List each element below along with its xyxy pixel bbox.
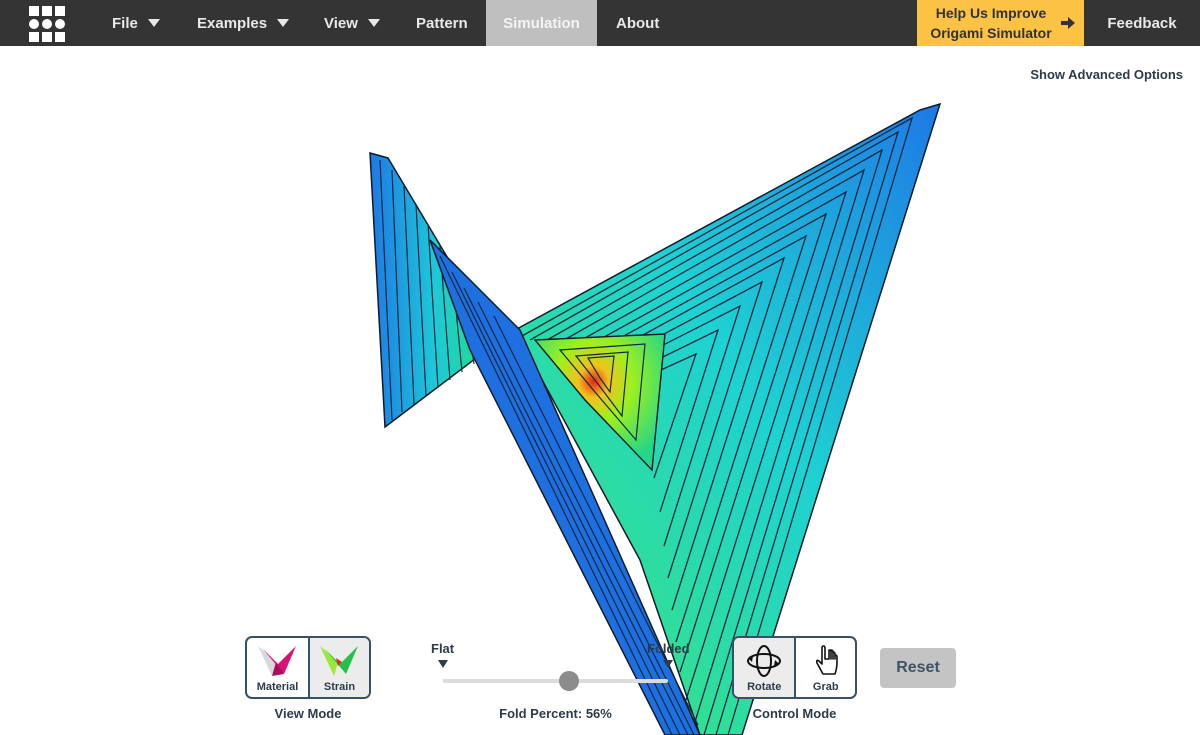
material-fold-icon — [258, 646, 297, 676]
grab-label: Grab — [812, 681, 839, 693]
view-mode-group: Material Strain — [245, 636, 371, 699]
tab-about[interactable]: About — [616, 0, 659, 46]
folded-marker-icon — [663, 660, 673, 668]
help-line-1: Help Us Improve — [935, 5, 1047, 21]
center-band-creases — [439, 255, 699, 735]
menu-view-label: View — [324, 14, 358, 32]
rotate-label: Rotate — [747, 681, 782, 693]
tab-pattern[interactable]: Pattern — [416, 0, 468, 46]
view-mode-label: View Mode — [274, 706, 342, 721]
tab-simulation-label: Simulation — [503, 14, 580, 32]
grab-mode-button[interactable]: Grab — [794, 638, 855, 697]
control-mode-label: Control Mode — [752, 706, 837, 721]
core-creases — [558, 343, 646, 442]
strain-mode-button[interactable]: Strain — [307, 638, 369, 697]
feedback-label: Feedback — [1107, 14, 1177, 32]
fold-percent-slider[interactable] — [443, 671, 668, 691]
show-advanced-options-link[interactable]: Show Advanced Options — [1030, 67, 1183, 82]
strain-fold-icon — [320, 646, 359, 676]
menu-view[interactable]: View — [324, 0, 380, 46]
right-wing-creases — [521, 116, 914, 735]
help-improve-text: Help Us Improve Origami Simulator — [927, 3, 1055, 43]
help-line-2: Origami Simulator — [930, 25, 1052, 41]
tab-about-label: About — [616, 14, 660, 32]
fold-slider-thumb[interactable] — [559, 671, 579, 691]
menu-examples-label: Examples — [197, 14, 268, 32]
menu-examples[interactable]: Examples — [197, 0, 290, 46]
reset-button[interactable]: Reset — [880, 648, 956, 688]
menu-file-label: File — [112, 14, 138, 32]
tab-simulation[interactable]: Simulation — [486, 0, 597, 46]
material-mode-button[interactable]: Material — [247, 638, 308, 697]
simulation-viewport[interactable] — [0, 46, 1200, 735]
chevron-down-icon — [147, 19, 160, 27]
control-mode-group: Rotate Grab — [732, 636, 857, 699]
hand-icon — [815, 645, 838, 675]
help-improve-button[interactable]: Help Us Improve Origami Simulator — [917, 0, 1084, 46]
strain-label: Strain — [323, 681, 356, 693]
fold-percent-label: Fold Percent: 56% — [499, 706, 612, 721]
tab-pattern-label: Pattern — [416, 14, 468, 32]
menu-file[interactable]: File — [112, 0, 160, 46]
fold-slider-fill — [443, 679, 569, 683]
top-nav-bar: File Examples View Pattern Simulation Ab… — [0, 0, 1200, 46]
reset-label: Reset — [896, 659, 940, 676]
folded-label: Folded — [647, 641, 690, 656]
flat-marker-icon — [438, 660, 448, 668]
flat-label: Flat — [431, 641, 455, 656]
rotate-mode-button[interactable]: Rotate — [734, 638, 795, 697]
chevron-down-icon — [367, 19, 380, 27]
chevron-down-icon — [277, 19, 290, 27]
arrow-right-icon — [1061, 17, 1075, 29]
origami-right-wing — [513, 102, 942, 735]
material-label: Material — [256, 681, 299, 693]
feedback-button[interactable]: Feedback — [1084, 0, 1200, 46]
grid-logo-icon[interactable] — [27, 4, 67, 44]
rotate-icon — [747, 645, 782, 677]
